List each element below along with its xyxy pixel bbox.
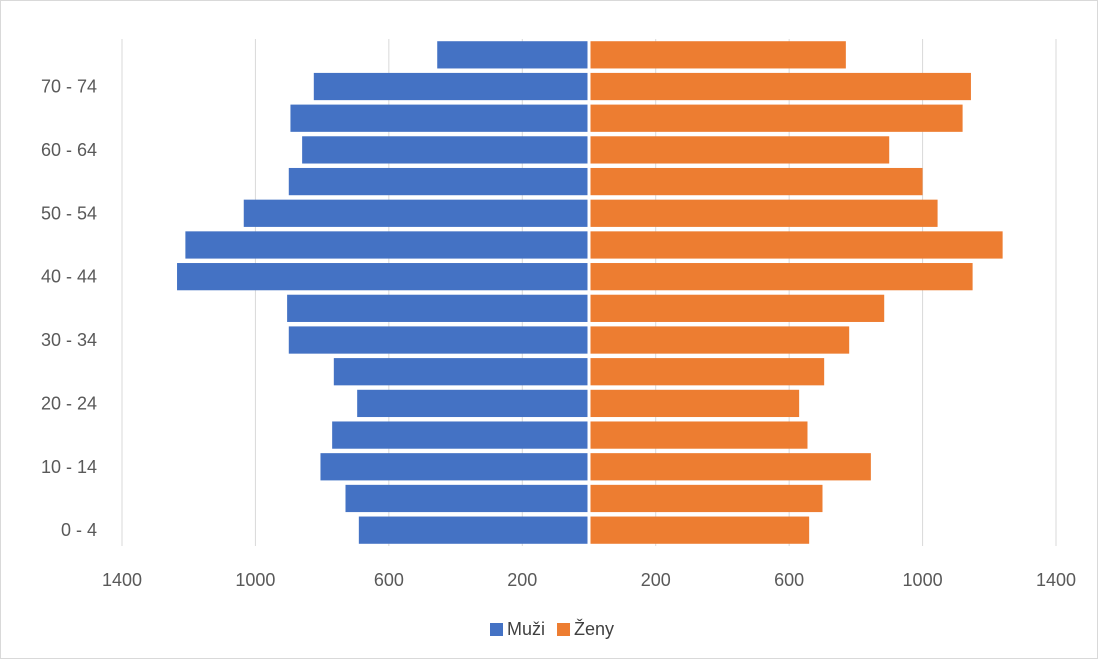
category-labels: 0 - 4 10 - 14 20 - 24 30 - 34 40 - 44 50 - 54… [41,77,97,541]
bar-male-5 [333,358,589,386]
bar-female-5 [589,358,825,386]
legend-swatch-0 [490,623,503,636]
legend-swatch-1 [557,623,571,636]
bar-male-14 [313,72,589,101]
x-tick-label-5: 600 [774,570,804,590]
bar-female-9 [589,231,1003,259]
x-tick-label-1: 1000 [235,570,275,590]
bar-male-0 [358,516,589,544]
bar-female-10 [589,199,938,227]
bar-female-3 [589,421,808,449]
bar-female-0 [589,516,810,544]
x-tick-label-0: 1400 [102,570,142,590]
bar-female-1 [589,484,823,513]
bar-male-15 [437,41,589,69]
x-tick-label-6: 1000 [903,570,943,590]
legend: Muži Ženy [490,619,614,639]
bar-female-8 [589,263,973,291]
category-label-4: 20 - 24 [41,393,97,413]
bar-female-13 [589,104,963,132]
category-label-10: 50 - 54 [41,203,97,223]
bars [177,41,1003,544]
x-tick-label-2: 600 [374,570,404,590]
bar-male-3 [332,421,589,449]
category-label-0: 0 - 4 [61,520,97,540]
category-label-2: 10 - 14 [41,457,97,477]
bar-female-7 [589,294,885,322]
bar-female-2 [589,453,871,481]
bar-male-9 [185,231,589,259]
legend-label-0: Muži [507,619,545,639]
legend-label-1: Ženy [574,619,614,639]
bar-male-6 [288,326,589,354]
bar-male-2 [320,453,589,481]
bar-female-6 [589,326,850,354]
x-tick-label-7: 1400 [1036,570,1076,590]
bar-male-11 [288,167,589,196]
bar-female-4 [589,389,800,418]
x-tick-label-4: 200 [641,570,671,590]
x-tick-labels: 1400 1000 600 200 200 600 1000 1400 [102,570,1076,590]
bar-male-4 [357,389,589,418]
bar-female-11 [589,167,923,196]
bar-male-1 [345,484,589,513]
category-label-14: 70 - 74 [41,77,97,97]
category-label-8: 40 - 44 [41,267,97,287]
category-label-6: 30 - 34 [41,330,97,350]
bar-male-8 [177,263,589,291]
bar-female-15 [589,41,846,69]
x-tick-label-3: 200 [507,570,537,590]
category-label-12: 60 - 64 [41,140,97,160]
bar-male-12 [302,136,589,164]
bar-female-12 [589,136,890,164]
bar-male-7 [287,294,589,322]
bar-male-13 [290,104,589,132]
bar-male-10 [243,199,589,227]
bar-female-14 [589,72,971,101]
